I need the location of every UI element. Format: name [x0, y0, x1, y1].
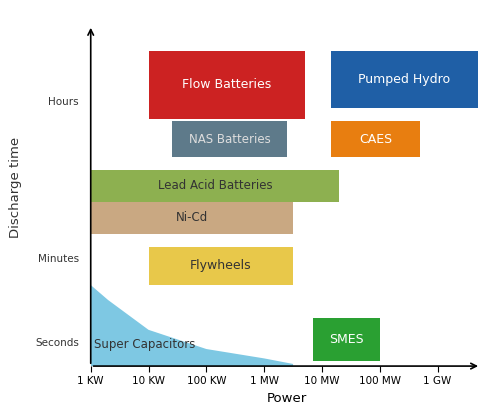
Text: NAS Batteries: NAS Batteries — [188, 133, 270, 146]
Text: Super Capacitors: Super Capacitors — [94, 338, 195, 351]
Bar — [331, 50, 478, 108]
Text: Flow Batteries: Flow Batteries — [182, 78, 271, 91]
Bar — [172, 121, 287, 157]
Bar — [91, 170, 339, 202]
Polygon shape — [91, 25, 293, 366]
Bar — [91, 202, 293, 234]
Text: CAES: CAES — [359, 133, 392, 146]
Text: Seconds: Seconds — [35, 338, 79, 348]
Bar — [149, 50, 304, 119]
Text: Flywheels: Flywheels — [190, 260, 251, 272]
Text: Minutes: Minutes — [38, 255, 79, 265]
Text: Pumped Hydro: Pumped Hydro — [358, 73, 451, 86]
Bar — [331, 121, 420, 157]
Text: Hours: Hours — [48, 97, 79, 107]
Text: Discharge time: Discharge time — [9, 136, 22, 238]
X-axis label: Power: Power — [267, 392, 307, 405]
Bar — [149, 247, 293, 285]
Text: Lead Acid Batteries: Lead Acid Batteries — [158, 179, 272, 193]
Text: Ni-Cd: Ni-Cd — [176, 211, 208, 224]
Text: SMES: SMES — [329, 333, 364, 346]
Bar — [313, 318, 380, 361]
